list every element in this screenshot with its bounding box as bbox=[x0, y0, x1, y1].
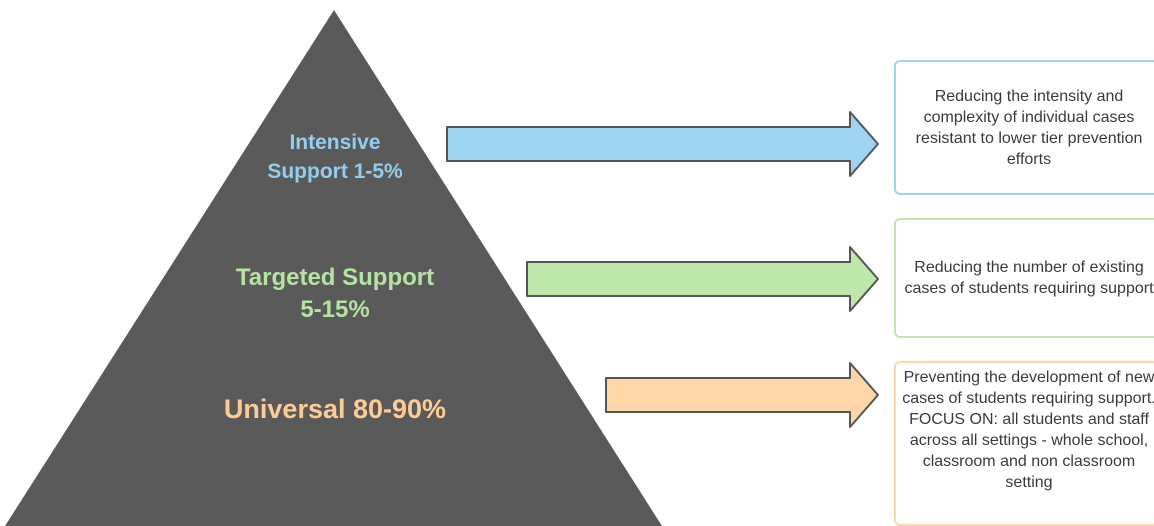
description-box-universal: Preventing the development of new cases … bbox=[894, 361, 1154, 526]
support-pyramid bbox=[5, 10, 662, 526]
arrow-universal bbox=[605, 362, 879, 428]
description-text-targeted: Reducing the number of existing cases of… bbox=[904, 259, 1154, 297]
tier-label-intensive: Intensive Support 1-5% bbox=[267, 131, 403, 183]
arrow-targeted bbox=[526, 246, 879, 312]
arrow-intensive bbox=[446, 111, 879, 177]
description-box-targeted: Reducing the number of existing cases of… bbox=[894, 218, 1154, 338]
tier-label-universal: Universal 80-90% bbox=[223, 394, 447, 424]
tier-label-targeted: Targeted Support 5-15% bbox=[235, 264, 435, 323]
description-text-intensive: Reducing the intensity and complexity of… bbox=[915, 87, 1143, 168]
description-text-universal: Preventing the development of new cases … bbox=[902, 369, 1154, 491]
description-box-intensive: Reducing the intensity and complexity of… bbox=[894, 60, 1154, 195]
